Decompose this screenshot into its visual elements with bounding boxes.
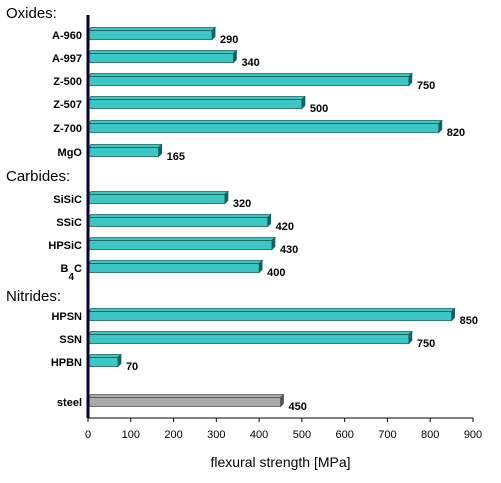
- x-tick-label-700: 700: [378, 429, 396, 441]
- bar-top-mgo: [87, 144, 163, 148]
- bar-top-hpsn: [87, 308, 456, 312]
- bar-mgo: [87, 147, 159, 157]
- value-label-ssn: 750: [417, 338, 435, 350]
- value-label-z-700: 820: [447, 127, 465, 139]
- x-tick-label-300: 300: [207, 429, 225, 441]
- bar-a-997: [87, 53, 234, 63]
- bar-b4c: [87, 263, 260, 273]
- category-label-z-700: Z-700: [53, 123, 82, 135]
- category-label-z-507: Z-507: [53, 99, 82, 111]
- value-label-ssic: 420: [276, 221, 294, 233]
- x-tick-label-500: 500: [293, 429, 311, 441]
- bar-ssic: [87, 217, 269, 227]
- category-label-hpbn: HPBN: [51, 357, 82, 369]
- category-label-hpsic: HPSiC: [48, 240, 82, 252]
- category-label-a-960: A-960: [52, 30, 82, 42]
- category-label-b4c: B4C: [61, 263, 83, 283]
- bar-z-500: [87, 76, 410, 86]
- category-label-steel: steel: [57, 397, 82, 409]
- category-label-sisic: SiSiC: [53, 194, 82, 206]
- category-label-mgo: MgO: [58, 147, 83, 159]
- bar-top-ssn: [87, 331, 413, 335]
- bar-top-z-507: [87, 96, 306, 100]
- bar-top-ssic: [87, 214, 272, 218]
- value-label-z-500: 750: [417, 80, 435, 92]
- x-tick-label-900: 900: [464, 429, 482, 441]
- value-label-a-997: 340: [241, 57, 259, 69]
- value-label-b4c: 400: [267, 267, 285, 279]
- bar-top-hpsic: [87, 237, 276, 241]
- x-tick-label-200: 200: [164, 429, 182, 441]
- category-label-a-997: A-997: [52, 53, 82, 65]
- bar-hpbn: [87, 357, 119, 367]
- bar-z-700: [87, 123, 440, 133]
- bar-ssn: [87, 334, 410, 344]
- value-label-z-507: 500: [310, 103, 328, 115]
- x-tick-label-800: 800: [421, 429, 439, 441]
- value-label-a-960: 290: [220, 34, 238, 46]
- x-tick-label-100: 100: [122, 429, 140, 441]
- value-label-hpbn: 70: [126, 361, 138, 373]
- bar-top-b4c: [87, 260, 264, 264]
- bar-sisic: [87, 194, 226, 204]
- bar-top-a-960: [87, 27, 217, 31]
- bar-hpsn: [87, 311, 453, 321]
- bar-top-a-997: [87, 50, 238, 54]
- bar-top-z-700: [87, 120, 443, 124]
- bar-top-z-500: [87, 73, 413, 77]
- bar-z-507: [87, 99, 303, 109]
- bar-a-960: [87, 30, 213, 40]
- category-label-ssic: SSiC: [56, 217, 82, 229]
- value-label-steel: 450: [289, 401, 307, 413]
- value-label-mgo: 165: [167, 151, 185, 163]
- category-label-z-500: Z-500: [53, 76, 82, 88]
- category-label-ssn: SSN: [59, 334, 82, 346]
- group-label-nitrides: Nitrides:: [6, 288, 61, 305]
- group-label-oxides: Oxides:: [6, 5, 57, 22]
- bar-top-steel: [87, 394, 285, 398]
- value-label-hpsn: 850: [460, 315, 478, 327]
- x-tick-label-400: 400: [250, 429, 268, 441]
- x-tick-label-0: 0: [85, 429, 91, 441]
- category-label-hpsn: HPSN: [51, 311, 82, 323]
- bar-top-hpbn: [87, 354, 122, 358]
- value-label-hpsic: 430: [280, 244, 298, 256]
- value-label-sisic: 320: [233, 198, 251, 210]
- bar-steel: [87, 397, 281, 407]
- group-label-carbides: Carbides:: [6, 168, 70, 185]
- x-tick-label-600: 600: [335, 429, 353, 441]
- x-axis-title: flexural strength [MPa]: [210, 454, 350, 470]
- bar-top-sisic: [87, 191, 229, 195]
- bar-hpsic: [87, 240, 273, 250]
